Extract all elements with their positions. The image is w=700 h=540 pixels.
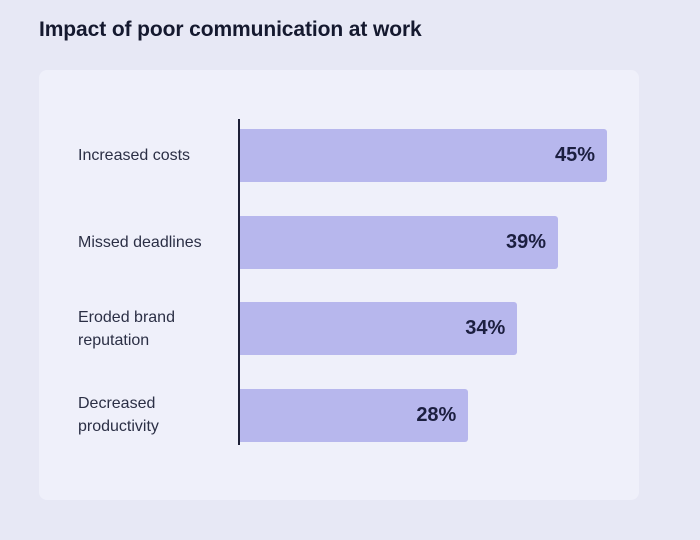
category-label-line: Increased costs	[78, 147, 191, 164]
chart-title: Impact of poor communication at work	[39, 18, 422, 41]
bar	[240, 302, 518, 355]
category-label-line: Decreased	[78, 395, 156, 412]
category-label: Increased costs	[78, 144, 228, 167]
category-label-line: Missed deadlines	[78, 233, 202, 251]
bar	[240, 215, 559, 269]
y-axis-line	[238, 119, 240, 445]
bar	[240, 129, 607, 182]
bar-value-label: 45%	[554, 144, 595, 166]
category-label-line: reputation	[78, 331, 150, 349]
category-label-line: productivity	[78, 418, 159, 435]
bar	[240, 388, 469, 442]
category-label-line: Eroded brand	[78, 308, 175, 326]
category-label: Decreased productivity	[78, 392, 228, 438]
category-label: Eroded brand reputation	[78, 306, 228, 352]
bar-value-label: 28%	[416, 403, 457, 426]
bar-value-label: 39%	[506, 230, 547, 253]
chart-card: 45% Increased costs 39% Missed deadlines 34%…	[39, 70, 639, 500]
bar-value-label: 34%	[465, 317, 506, 339]
category-label: Missed deadlines	[78, 231, 228, 254]
